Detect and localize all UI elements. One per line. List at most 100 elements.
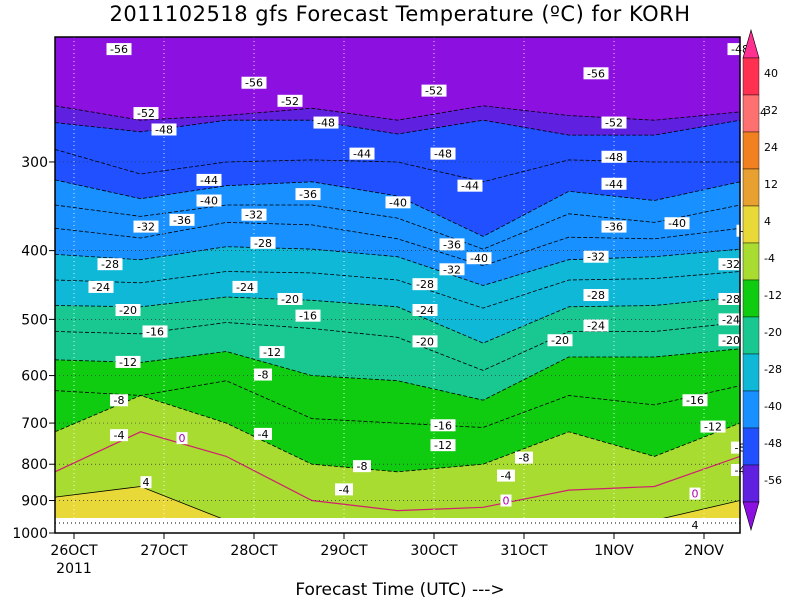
contour-label-bg bbox=[385, 196, 411, 209]
contour-label: 0 bbox=[503, 495, 510, 508]
contour-label-bg bbox=[353, 460, 371, 473]
contour-label: -36 bbox=[443, 238, 461, 251]
contour-label-bg bbox=[241, 76, 267, 89]
contour-label: -28 bbox=[587, 289, 605, 302]
x-year-label: 2011 bbox=[56, 561, 92, 577]
contour-label: -36 bbox=[605, 221, 623, 234]
contour-label: -52 bbox=[137, 107, 155, 120]
contour-label: -4 bbox=[258, 428, 269, 441]
contour-label: -56 bbox=[245, 77, 263, 90]
contour-line bbox=[55, 322, 740, 371]
contour-label: -16 bbox=[686, 394, 704, 407]
contour-label: -48 bbox=[605, 151, 623, 164]
x-tick-label: 29OCT bbox=[320, 543, 368, 559]
contour-label-bg bbox=[457, 179, 483, 192]
contour-label: -44 bbox=[200, 174, 218, 187]
colorbar-segment bbox=[742, 168, 760, 207]
x-tick-label: 1NOV bbox=[594, 543, 634, 559]
contour-label-bg bbox=[88, 280, 114, 293]
contour-label: -24 bbox=[416, 304, 434, 317]
contour-label-bg bbox=[106, 43, 132, 56]
contour-label-bg bbox=[349, 147, 375, 160]
contour-label-bg bbox=[259, 346, 285, 359]
contour-label-bg bbox=[497, 469, 515, 482]
contour-label-bg bbox=[430, 439, 456, 452]
chart-title: 2011102518 gfs Forecast Temperature (ºC)… bbox=[109, 2, 691, 26]
contour-label: -20 bbox=[551, 334, 569, 347]
x-tick-label: 2NOV bbox=[684, 543, 724, 559]
contour-label: -20 bbox=[722, 334, 740, 347]
contour-label: -4 bbox=[339, 483, 350, 496]
contour-line bbox=[55, 221, 740, 267]
contour-label: -32 bbox=[587, 251, 605, 264]
contour-label-bg bbox=[515, 451, 533, 464]
contour-label-bg bbox=[115, 355, 141, 368]
y-tick-label: 700 bbox=[21, 416, 48, 432]
contour-label-bg bbox=[110, 394, 128, 407]
contour-label: 0 bbox=[692, 488, 699, 501]
contour-label-bg bbox=[601, 177, 627, 190]
contour-label-bg bbox=[115, 303, 141, 316]
contour-label: -40 bbox=[200, 195, 218, 208]
contour-label: -52 bbox=[281, 95, 299, 108]
contour-label-bg bbox=[176, 432, 188, 445]
contour-line bbox=[55, 348, 740, 401]
contour-label-bg bbox=[689, 519, 701, 532]
contour-labels: -56-56-52-52-56-48-52-48-48-44 -48-52-48-… bbox=[88, 43, 771, 532]
contour-label-bg bbox=[500, 494, 512, 507]
contour-line bbox=[55, 296, 740, 344]
contour-label-bg bbox=[110, 429, 128, 442]
contour-label-bg bbox=[133, 220, 159, 233]
colorbar-tick-label: -12 bbox=[764, 289, 782, 302]
contour-line bbox=[55, 105, 740, 121]
contour-label-bg bbox=[412, 303, 438, 316]
contour-label: 4 bbox=[143, 476, 150, 489]
contour-label-bg bbox=[151, 123, 177, 136]
contour-label-bg bbox=[664, 217, 690, 230]
colorbar-tick-label: -4 bbox=[764, 252, 775, 265]
contour-line bbox=[55, 179, 740, 237]
contour-label-bg bbox=[601, 150, 627, 163]
contour-label-bg bbox=[583, 67, 609, 80]
contour-label: -40 bbox=[668, 217, 686, 230]
contour-line bbox=[55, 149, 740, 183]
contour-label: -44 bbox=[605, 178, 623, 191]
contour-label: -32 bbox=[137, 221, 155, 234]
y-tick-label: 600 bbox=[21, 369, 48, 385]
colorbar-bottom-arrow bbox=[742, 501, 760, 532]
contour-label: -24 bbox=[92, 281, 110, 294]
colorbar-tick-label: 12 bbox=[764, 178, 778, 191]
contour-label: -4 bbox=[114, 429, 125, 442]
y-tick-label: 1000 bbox=[12, 526, 48, 542]
contour-label: -4 bbox=[501, 470, 512, 483]
contour-label: -56 bbox=[110, 43, 128, 56]
contour-label-bg bbox=[682, 394, 708, 407]
contour-label: -20 bbox=[281, 293, 299, 306]
contour-label-bg bbox=[718, 293, 744, 306]
colorbar-tick-label: 32 bbox=[764, 104, 778, 117]
plot-frame bbox=[54, 36, 741, 534]
contour-label: -28 bbox=[254, 237, 272, 250]
colorbar-segment bbox=[742, 131, 760, 170]
colorbar-segment bbox=[742, 57, 760, 96]
contour-lines bbox=[55, 105, 740, 533]
contour-label-bg bbox=[439, 238, 465, 251]
contour-label-bg bbox=[241, 208, 267, 221]
contour-label: -36 bbox=[299, 188, 317, 201]
colorbar-segment bbox=[742, 205, 760, 244]
x-tick-label: 27OCT bbox=[140, 543, 188, 559]
contour-label-bg bbox=[466, 252, 492, 265]
contour-label-bg bbox=[601, 220, 627, 233]
contour-label-bg bbox=[583, 289, 609, 302]
contour-label-bg bbox=[140, 476, 152, 489]
contour-label: -24 bbox=[236, 281, 254, 294]
contour-label-bg bbox=[583, 250, 609, 263]
contour-line bbox=[55, 431, 740, 512]
contour-line bbox=[55, 204, 740, 250]
contour-label-bg bbox=[254, 368, 272, 381]
contour-label: -52 bbox=[425, 85, 443, 98]
contour-label-bg bbox=[421, 84, 447, 97]
y-tick-label: 900 bbox=[21, 494, 48, 510]
contour-label: -48 bbox=[317, 117, 335, 130]
contour-label-bg bbox=[430, 419, 456, 432]
